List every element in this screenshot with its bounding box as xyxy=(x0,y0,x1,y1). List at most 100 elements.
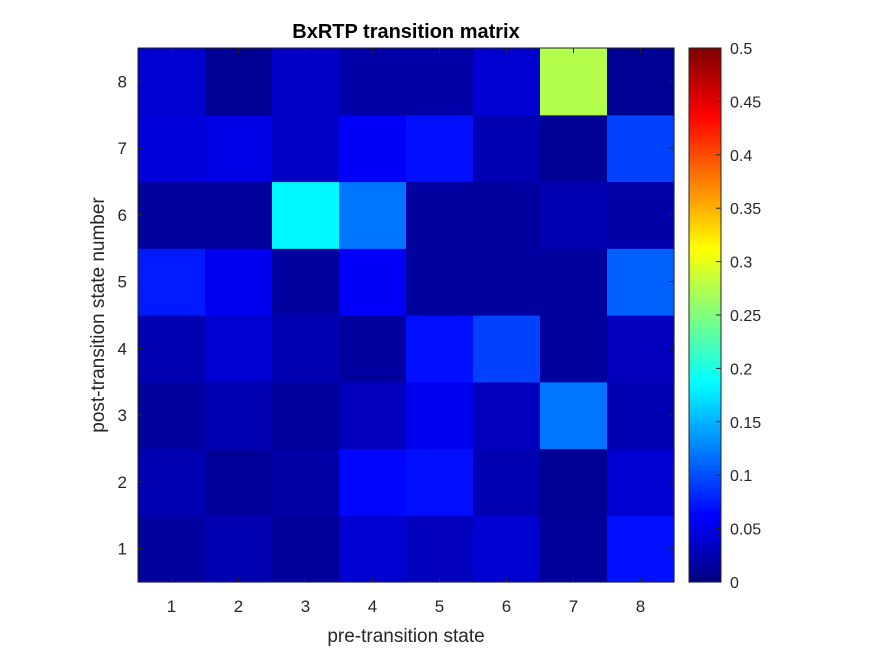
heatmap-cell xyxy=(607,48,675,116)
colorbar-segment xyxy=(689,56,721,62)
colorbar-segment xyxy=(689,135,721,141)
heatmap-cell xyxy=(339,48,407,116)
colorbar-segment xyxy=(689,298,721,304)
heatmap-cell xyxy=(339,315,407,383)
colorbar-segment xyxy=(689,223,721,228)
colorbar-segment xyxy=(689,148,721,153)
heatmap-cell xyxy=(406,114,474,183)
heatmap-cell xyxy=(473,381,541,450)
heatmap-cell xyxy=(272,381,340,450)
colorbar-segment xyxy=(689,281,721,287)
heatmap-cell xyxy=(138,181,206,249)
colorbar-segment xyxy=(689,477,721,483)
heatmap-cell xyxy=(339,381,407,450)
colorbar-segment xyxy=(689,398,721,404)
colorbar-segment xyxy=(689,164,721,170)
y-tick-label: 2 xyxy=(118,473,127,492)
x-tick-label: 7 xyxy=(569,597,578,616)
colorbar-segment xyxy=(689,498,721,504)
colorbar-segment xyxy=(689,331,721,337)
colorbar-segment xyxy=(689,139,721,145)
colorbar-segment xyxy=(689,244,721,249)
colorbar-segment xyxy=(689,511,721,516)
x-axis-label: pre-transition state xyxy=(327,626,484,647)
colorbar-segment xyxy=(689,481,721,487)
heatmap-cell xyxy=(272,315,340,383)
heatmap-cell xyxy=(138,315,206,383)
y-tick-label: 8 xyxy=(118,72,127,91)
heatmap-cell xyxy=(339,448,407,516)
y-tick-label: 5 xyxy=(118,273,127,292)
colorbar-segment xyxy=(689,494,721,500)
colorbar-segment xyxy=(689,440,721,445)
heatmap-cell xyxy=(473,48,541,116)
heatmap-cell xyxy=(540,381,608,450)
heatmap-cell xyxy=(272,114,340,183)
y-tick-label: 4 xyxy=(118,339,127,358)
colorbar-segment xyxy=(689,552,721,558)
colorbar-segment xyxy=(689,452,721,458)
colorbar-segment xyxy=(689,406,721,412)
colorbar-segment xyxy=(689,98,721,103)
colorbar-segment xyxy=(689,360,721,366)
heatmap-cell xyxy=(138,248,206,316)
colorbar-segment xyxy=(689,444,721,450)
colorbar-tick-label: 0 xyxy=(730,575,739,592)
colorbar-segment xyxy=(689,573,721,579)
heatmap-cell xyxy=(205,448,273,516)
colorbar-segment xyxy=(689,194,721,199)
colorbar-segment xyxy=(689,273,721,279)
heatmap-cell xyxy=(406,515,474,583)
colorbar-segment xyxy=(689,239,721,245)
y-tick-label: 3 xyxy=(118,406,127,425)
colorbar-segment xyxy=(689,385,721,391)
colorbar-segment xyxy=(689,473,721,479)
colorbar-segment xyxy=(689,168,721,174)
colorbar-segment xyxy=(689,536,721,541)
colorbar-segment xyxy=(689,81,721,87)
colorbar-segment xyxy=(689,431,721,437)
colorbar-segment xyxy=(689,335,721,341)
colorbar-segment xyxy=(689,515,721,521)
colorbar-segment xyxy=(689,569,721,575)
colorbar-segment xyxy=(689,340,721,345)
heatmap-cell xyxy=(473,114,541,183)
y-tick-label: 1 xyxy=(118,540,127,559)
colorbar-segment xyxy=(689,540,721,546)
colorbar-segment xyxy=(689,93,721,99)
colorbar-segment xyxy=(689,177,721,183)
colorbar-segment xyxy=(689,181,721,187)
colorbar-segment xyxy=(689,198,721,203)
colorbar-segment xyxy=(689,352,721,358)
colorbar-segment xyxy=(689,373,721,379)
colorbar-segment xyxy=(689,461,721,466)
heatmap-cell xyxy=(406,315,474,383)
y-tick-label: 7 xyxy=(118,139,127,158)
heatmap-cell xyxy=(540,181,608,249)
heatmap-cell xyxy=(473,315,541,383)
heatmap-cell xyxy=(473,181,541,249)
heatmap-cell xyxy=(272,248,340,316)
heatmap-cell xyxy=(339,181,407,249)
heatmap-cell xyxy=(540,114,608,183)
colorbar-segment xyxy=(689,156,721,162)
colorbar-segment xyxy=(689,260,721,266)
heatmap-cell xyxy=(607,448,675,516)
colorbar-segment xyxy=(689,235,721,241)
colorbar-segment xyxy=(689,185,721,191)
heatmap-cell xyxy=(607,114,675,183)
heatmap-cell xyxy=(272,515,340,583)
colorbar-segment xyxy=(689,231,721,237)
colorbar-tick-label: 0.35 xyxy=(730,201,761,218)
colorbar-segment xyxy=(689,277,721,283)
heatmap-cell xyxy=(607,381,675,450)
colorbar-tick-label: 0.25 xyxy=(730,308,761,325)
colorbar-segment xyxy=(689,469,721,475)
heatmap-cell xyxy=(272,48,340,116)
colorbar-segment xyxy=(689,527,721,533)
colorbar-tick-label: 0.4 xyxy=(730,148,752,165)
colorbar-segment xyxy=(689,319,721,324)
colorbar-segment xyxy=(689,85,721,91)
heatmap-cell xyxy=(272,181,340,249)
colorbar-segment xyxy=(689,490,721,495)
